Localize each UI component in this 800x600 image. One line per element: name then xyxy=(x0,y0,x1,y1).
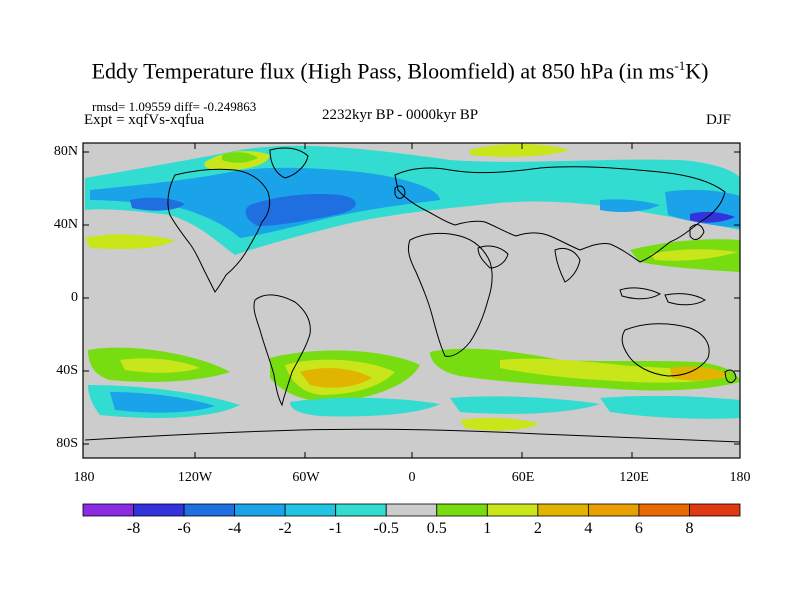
colorbar-label: 1 xyxy=(483,520,492,537)
axis-ticks xyxy=(83,143,740,458)
field-region-spac-yellow xyxy=(120,358,200,373)
lon-label-120w: 120W xyxy=(177,470,213,485)
field-region-siberia-blue xyxy=(600,199,660,213)
field-region-so-cyan-mid xyxy=(290,397,440,417)
colorbar-label: -4 xyxy=(227,520,242,537)
stats-label: rmsd= 1.09559 diff= -0.249863 xyxy=(92,99,257,114)
field-region-so-yellow-patch xyxy=(460,417,540,431)
colorbar-swatch xyxy=(486,503,539,517)
lat-label-80n: 80N xyxy=(53,144,78,159)
lon-label-60e: 60E xyxy=(511,470,535,485)
colorbar-label: -1 xyxy=(329,520,343,537)
season-label: DJF xyxy=(706,112,732,128)
field-region-npac-yellow xyxy=(85,234,175,250)
lat-label-40n: 40N xyxy=(53,217,78,232)
colorbar-swatch xyxy=(335,503,387,517)
colorbar-swatch xyxy=(183,503,236,517)
lat-label-40s: 40S xyxy=(56,363,78,378)
field-region-so-blue-west xyxy=(110,392,215,413)
colorbar-swatch xyxy=(82,503,134,517)
experiment-label: Expt = xqfVs-xqfua xyxy=(84,112,205,128)
coastlines xyxy=(84,147,740,443)
lat-label-0: 0 xyxy=(71,290,78,305)
lat-label-80s: 80S xyxy=(56,436,78,451)
colorbar-label: -0.5 xyxy=(373,520,399,537)
colorbar-swatch xyxy=(587,503,640,517)
field-region-atlantic-deep-blue xyxy=(245,194,356,226)
colorbar-swatch xyxy=(133,503,185,517)
lon-label-180e: 180 xyxy=(729,470,751,485)
field-region-so-cyan-ind xyxy=(450,396,600,414)
colorbar-swatch xyxy=(537,503,589,517)
field-region-nw-pacific-core xyxy=(690,211,735,223)
map-title: Eddy Temperature flux (High Pass, Bloomf… xyxy=(0,58,800,84)
field-region-wpac-yellow xyxy=(650,249,738,261)
map-title-text: Eddy Temperature flux (High Pass, Bloomf… xyxy=(91,58,675,84)
lon-label-0: 0 xyxy=(408,470,416,485)
colorbar-label: -8 xyxy=(126,520,141,537)
field-region-pacific-deep-blue xyxy=(130,197,185,211)
colorbar-swatch xyxy=(436,503,488,517)
colorbar-swatch xyxy=(385,503,438,517)
colorbar-label: -6 xyxy=(177,520,191,537)
field-region-tasman-orange xyxy=(670,366,730,381)
colorbar-label: 8 xyxy=(685,520,694,537)
field-region-satl-orange xyxy=(300,368,372,388)
period-label: 2232kyr BP - 0000kyr BP xyxy=(321,107,479,123)
colorbar-label: 6 xyxy=(634,520,643,537)
lon-label-60w: 60W xyxy=(292,470,320,485)
colorbar-label: -2 xyxy=(278,520,292,537)
map-panel xyxy=(83,143,740,458)
lon-label-180w: 180 xyxy=(73,470,95,485)
colorbar-label: 4 xyxy=(584,520,593,537)
colorbar-swatch xyxy=(689,503,741,517)
colorbar-label: 0.5 xyxy=(426,520,447,537)
colorbar-swatch xyxy=(638,503,690,517)
field-region-so-cyan-east xyxy=(600,395,740,419)
colorbar xyxy=(82,503,741,517)
colorbar-swatch xyxy=(234,503,286,517)
map-title-superscript: -1 xyxy=(674,58,686,73)
map-title-end: K) xyxy=(685,58,709,84)
field-region-barents-yellow xyxy=(470,144,570,157)
field-region-arctic-green xyxy=(222,152,258,163)
colorbar-swatch xyxy=(284,503,337,517)
colorbar-label: 2 xyxy=(533,520,542,537)
lon-label-120e: 120E xyxy=(619,470,649,485)
